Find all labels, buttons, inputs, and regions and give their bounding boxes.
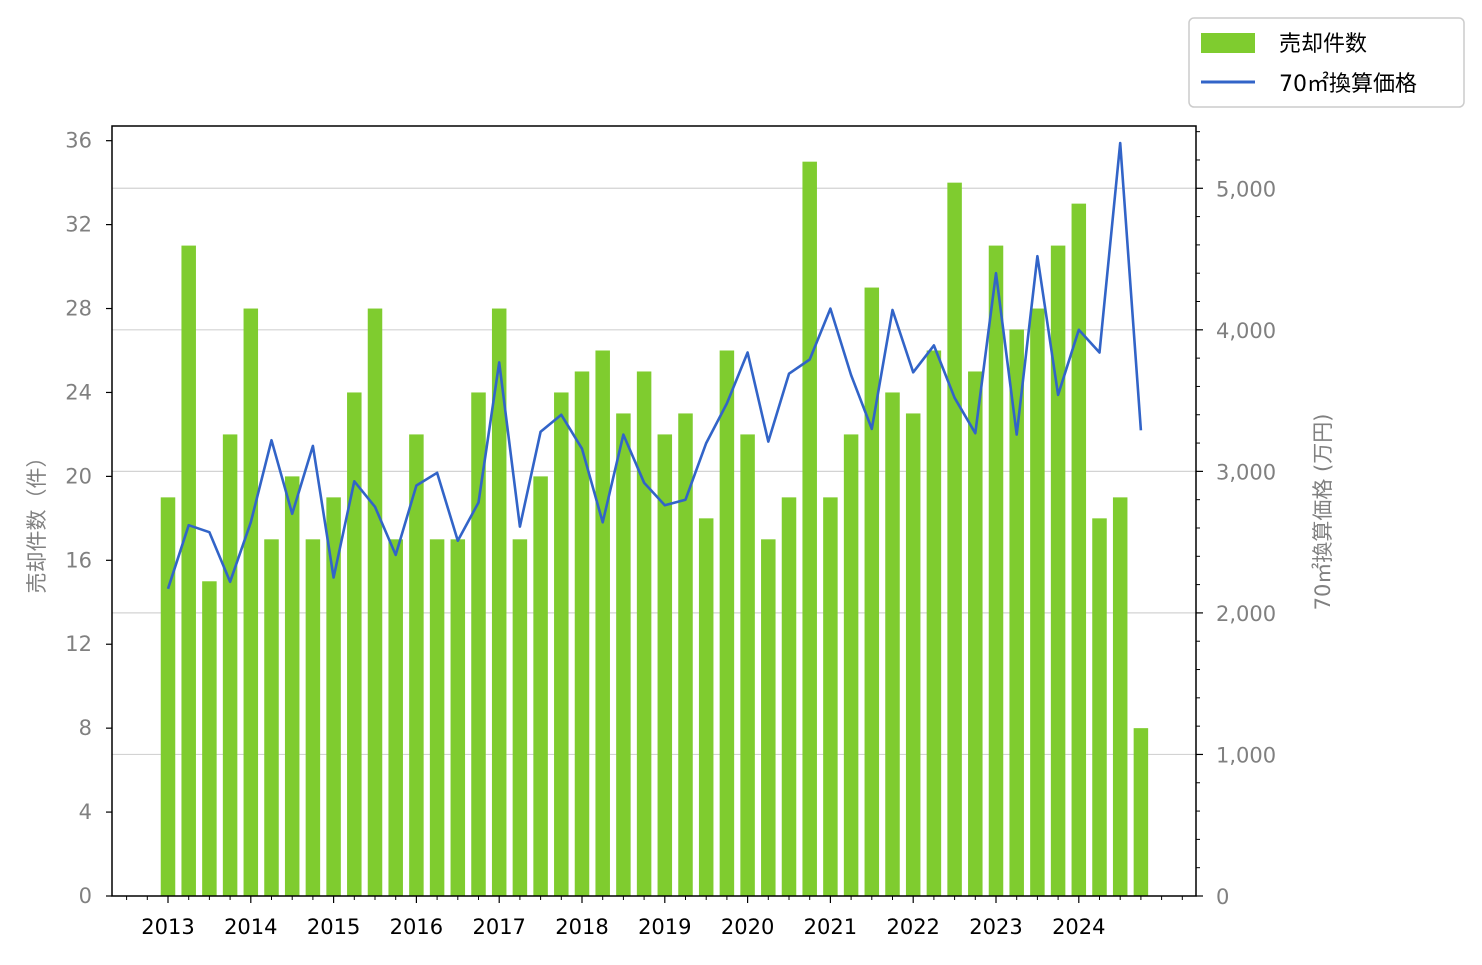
bar-28	[740, 434, 755, 896]
y-left-tick-label-9: 36	[65, 129, 92, 153]
bar-2	[202, 581, 217, 896]
line-series-price	[166, 141, 1143, 590]
y-left-tick-label-2: 8	[79, 716, 92, 740]
y-right-tick-label-1: 1,000	[1216, 743, 1276, 767]
bar-35	[885, 392, 900, 896]
bar-42	[1030, 308, 1045, 896]
price-line	[166, 141, 1143, 590]
bar-31	[802, 161, 817, 896]
y-left-tick-label-8: 32	[65, 213, 92, 237]
y-left-tick-label-3: 12	[65, 632, 92, 656]
bar-24	[657, 434, 673, 896]
bar-40	[988, 245, 1004, 896]
bar-4	[243, 308, 259, 896]
y-left-tick-label-6: 24	[65, 380, 92, 404]
bar-30	[781, 497, 797, 896]
x-tick-label-5: 2018	[555, 915, 608, 939]
plot-frame	[111, 125, 1197, 897]
tick-labels: 0481216202428323601,0002,0003,0004,0005,…	[65, 129, 1276, 939]
bar-38	[947, 182, 962, 896]
bar-32	[823, 497, 838, 896]
y-right-tick-label-0: 0	[1216, 885, 1229, 909]
y-right-axis-label: 70㎡換算価格 (万円)	[1311, 414, 1335, 611]
bar-37	[926, 350, 942, 896]
x-tick-label-11: 2024	[1052, 915, 1105, 939]
bar-15	[471, 392, 486, 896]
bar-25	[678, 413, 693, 896]
bar-21	[595, 350, 610, 896]
bar-16	[491, 308, 507, 896]
bar-18	[533, 476, 548, 896]
y-right-tick-label-3: 3,000	[1216, 460, 1276, 484]
bar-1	[181, 245, 196, 896]
bar-20	[574, 371, 590, 897]
bar-47	[1133, 728, 1149, 896]
legend-label-bars: 売却件数	[1279, 32, 1367, 57]
y-right-tick-label-2: 2,000	[1216, 602, 1276, 626]
bar-46	[1112, 497, 1128, 896]
y-right-tick-label-5: 5,000	[1216, 177, 1276, 201]
bar-8	[326, 497, 341, 896]
bar-10	[367, 308, 383, 896]
y-left-tick-label-7: 28	[65, 297, 92, 321]
bar-0	[160, 497, 176, 896]
x-tick-label-4: 2017	[472, 915, 525, 939]
y-left-axis-label: 売却件数（件）	[25, 447, 49, 594]
bar-39	[968, 371, 983, 897]
bar-23	[636, 371, 652, 897]
bar-36	[905, 413, 921, 896]
bar-26	[698, 518, 714, 896]
legend-label-line: 70㎡換算価格	[1279, 71, 1417, 97]
y-left-tick-label-5: 20	[65, 464, 92, 488]
bar-11	[388, 539, 403, 896]
x-tick-label-6: 2019	[638, 915, 691, 939]
bar-33	[843, 434, 859, 896]
bar-43	[1050, 245, 1066, 896]
bar-45	[1092, 518, 1107, 896]
x-tick-label-0: 2013	[141, 915, 194, 939]
y-right-tick-label-4: 4,000	[1216, 319, 1276, 343]
y-left-tick-label-4: 16	[65, 548, 92, 572]
bar-3	[222, 434, 238, 896]
bar-34	[864, 287, 880, 897]
y-left-tick-label-0: 0	[79, 884, 92, 908]
bar-19	[554, 392, 569, 896]
legend-frame	[1188, 17, 1465, 108]
x-tick-label-3: 2016	[390, 915, 443, 939]
bar-27	[719, 350, 735, 896]
bar-6	[284, 476, 300, 896]
x-tick-label-7: 2020	[721, 915, 774, 939]
bar-9	[347, 392, 362, 896]
x-tick-label-9: 2022	[886, 915, 939, 939]
bar-13	[429, 539, 445, 896]
bar-29	[761, 539, 776, 896]
x-tick-label-8: 2021	[804, 915, 857, 939]
axes	[106, 125, 1203, 903]
bar-17	[512, 539, 528, 896]
bar-41	[1009, 329, 1024, 896]
bar-12	[409, 434, 424, 896]
bar-5	[264, 539, 279, 896]
x-tick-label-2: 2015	[307, 915, 360, 939]
bar-22	[616, 413, 631, 896]
bar-series-sales-count	[160, 161, 1149, 897]
bar-44	[1071, 203, 1087, 897]
bar-7	[305, 539, 321, 896]
y-left-tick-label-1: 4	[79, 800, 92, 824]
legend-swatch-bars	[1201, 33, 1255, 53]
legend: 売却件数 70㎡換算価格	[1188, 17, 1465, 108]
bar-14	[450, 539, 466, 896]
x-tick-label-1: 2014	[224, 915, 277, 939]
x-tick-label-10: 2023	[969, 915, 1022, 939]
